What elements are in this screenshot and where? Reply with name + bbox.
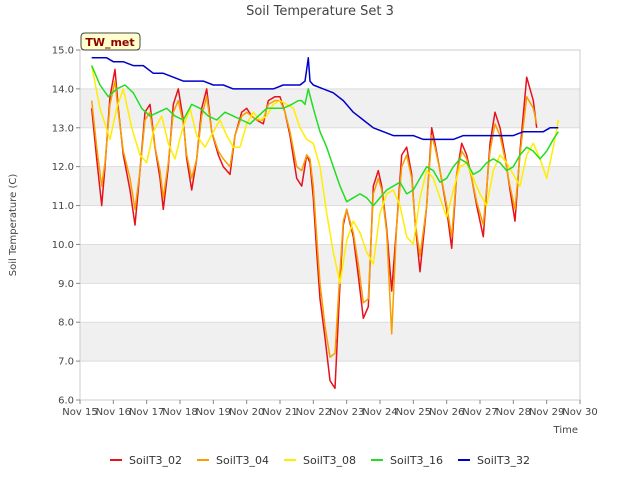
y-tick-label: 11.0 <box>52 201 74 212</box>
band-13 <box>80 88 580 128</box>
legend-label: SoilT3_02 <box>129 454 182 467</box>
x-tick-label: Nov 24 <box>362 407 397 418</box>
x-tick-label: Nov 17 <box>129 407 164 418</box>
y-tick-label: 6.0 <box>58 396 74 407</box>
x-tick-label: Nov 29 <box>529 407 564 418</box>
x-tick-label: Nov 19 <box>196 407 231 418</box>
badge-box <box>80 32 141 51</box>
y-tick-label: 8.0 <box>58 318 74 329</box>
x-tick-label: Nov 27 <box>462 407 497 418</box>
x-tick-label: Nov 25 <box>396 407 431 418</box>
plot-frame <box>79 49 581 401</box>
x-tick-label: Nov 18 <box>162 407 197 418</box>
band-11 <box>80 166 580 206</box>
legend-label: SoilT3_08 <box>303 454 356 467</box>
legend: SoilT3_02 SoilT3_04 SoilT3_08 SoilT3_16 Soil… <box>110 454 530 467</box>
y-axis-label: Soil Temperature (C) <box>8 174 19 277</box>
y-tick-label: 15.0 <box>52 46 74 57</box>
y-tick-label: 12.0 <box>52 162 74 173</box>
x-tick-label: Nov 30 <box>562 407 597 418</box>
series-line-soilt3_32 <box>91 57 559 141</box>
badge-label: TW_met <box>85 36 134 49</box>
y-axis-ticks: 6.0 7.0 8.0 9.0 10.0 11.0 12.0 13.0 14.0 15.0 <box>52 46 80 407</box>
x-tick-label: Nov 21 <box>262 407 297 418</box>
y-tick-label: 7.0 <box>58 357 74 368</box>
series-line-soilt3_04 <box>90 80 538 358</box>
y-tick-label: 13.0 <box>52 123 74 134</box>
legend-label: SoilT3_32 <box>477 454 530 467</box>
x-tick-label: Nov 28 <box>496 407 531 418</box>
station-badge: TW_met <box>80 32 141 51</box>
series-lines <box>90 57 560 390</box>
x-tick-label: Nov 26 <box>429 407 464 418</box>
legend-label: SoilT3_04 <box>216 454 269 467</box>
series-line-soilt3_08 <box>90 65 560 285</box>
chart-title: Soil Temperature Set 3 <box>246 4 394 19</box>
x-tick-label: Nov 20 <box>229 407 264 418</box>
x-axis-label: Time <box>553 425 578 436</box>
x-tick-label: Nov 16 <box>96 407 131 418</box>
series-line-soilt3_16 <box>91 65 559 207</box>
x-tick-label: Nov 23 <box>329 407 364 418</box>
band-9 <box>80 244 580 284</box>
legend-label: SoilT3_16 <box>390 454 443 467</box>
x-tick-label: Nov 15 <box>62 407 97 418</box>
y-tick-label: 9.0 <box>58 279 74 290</box>
y-tick-label: 10.0 <box>52 240 74 251</box>
y-tick-label: 14.0 <box>52 84 74 95</box>
x-tick-label: Nov 22 <box>296 407 331 418</box>
